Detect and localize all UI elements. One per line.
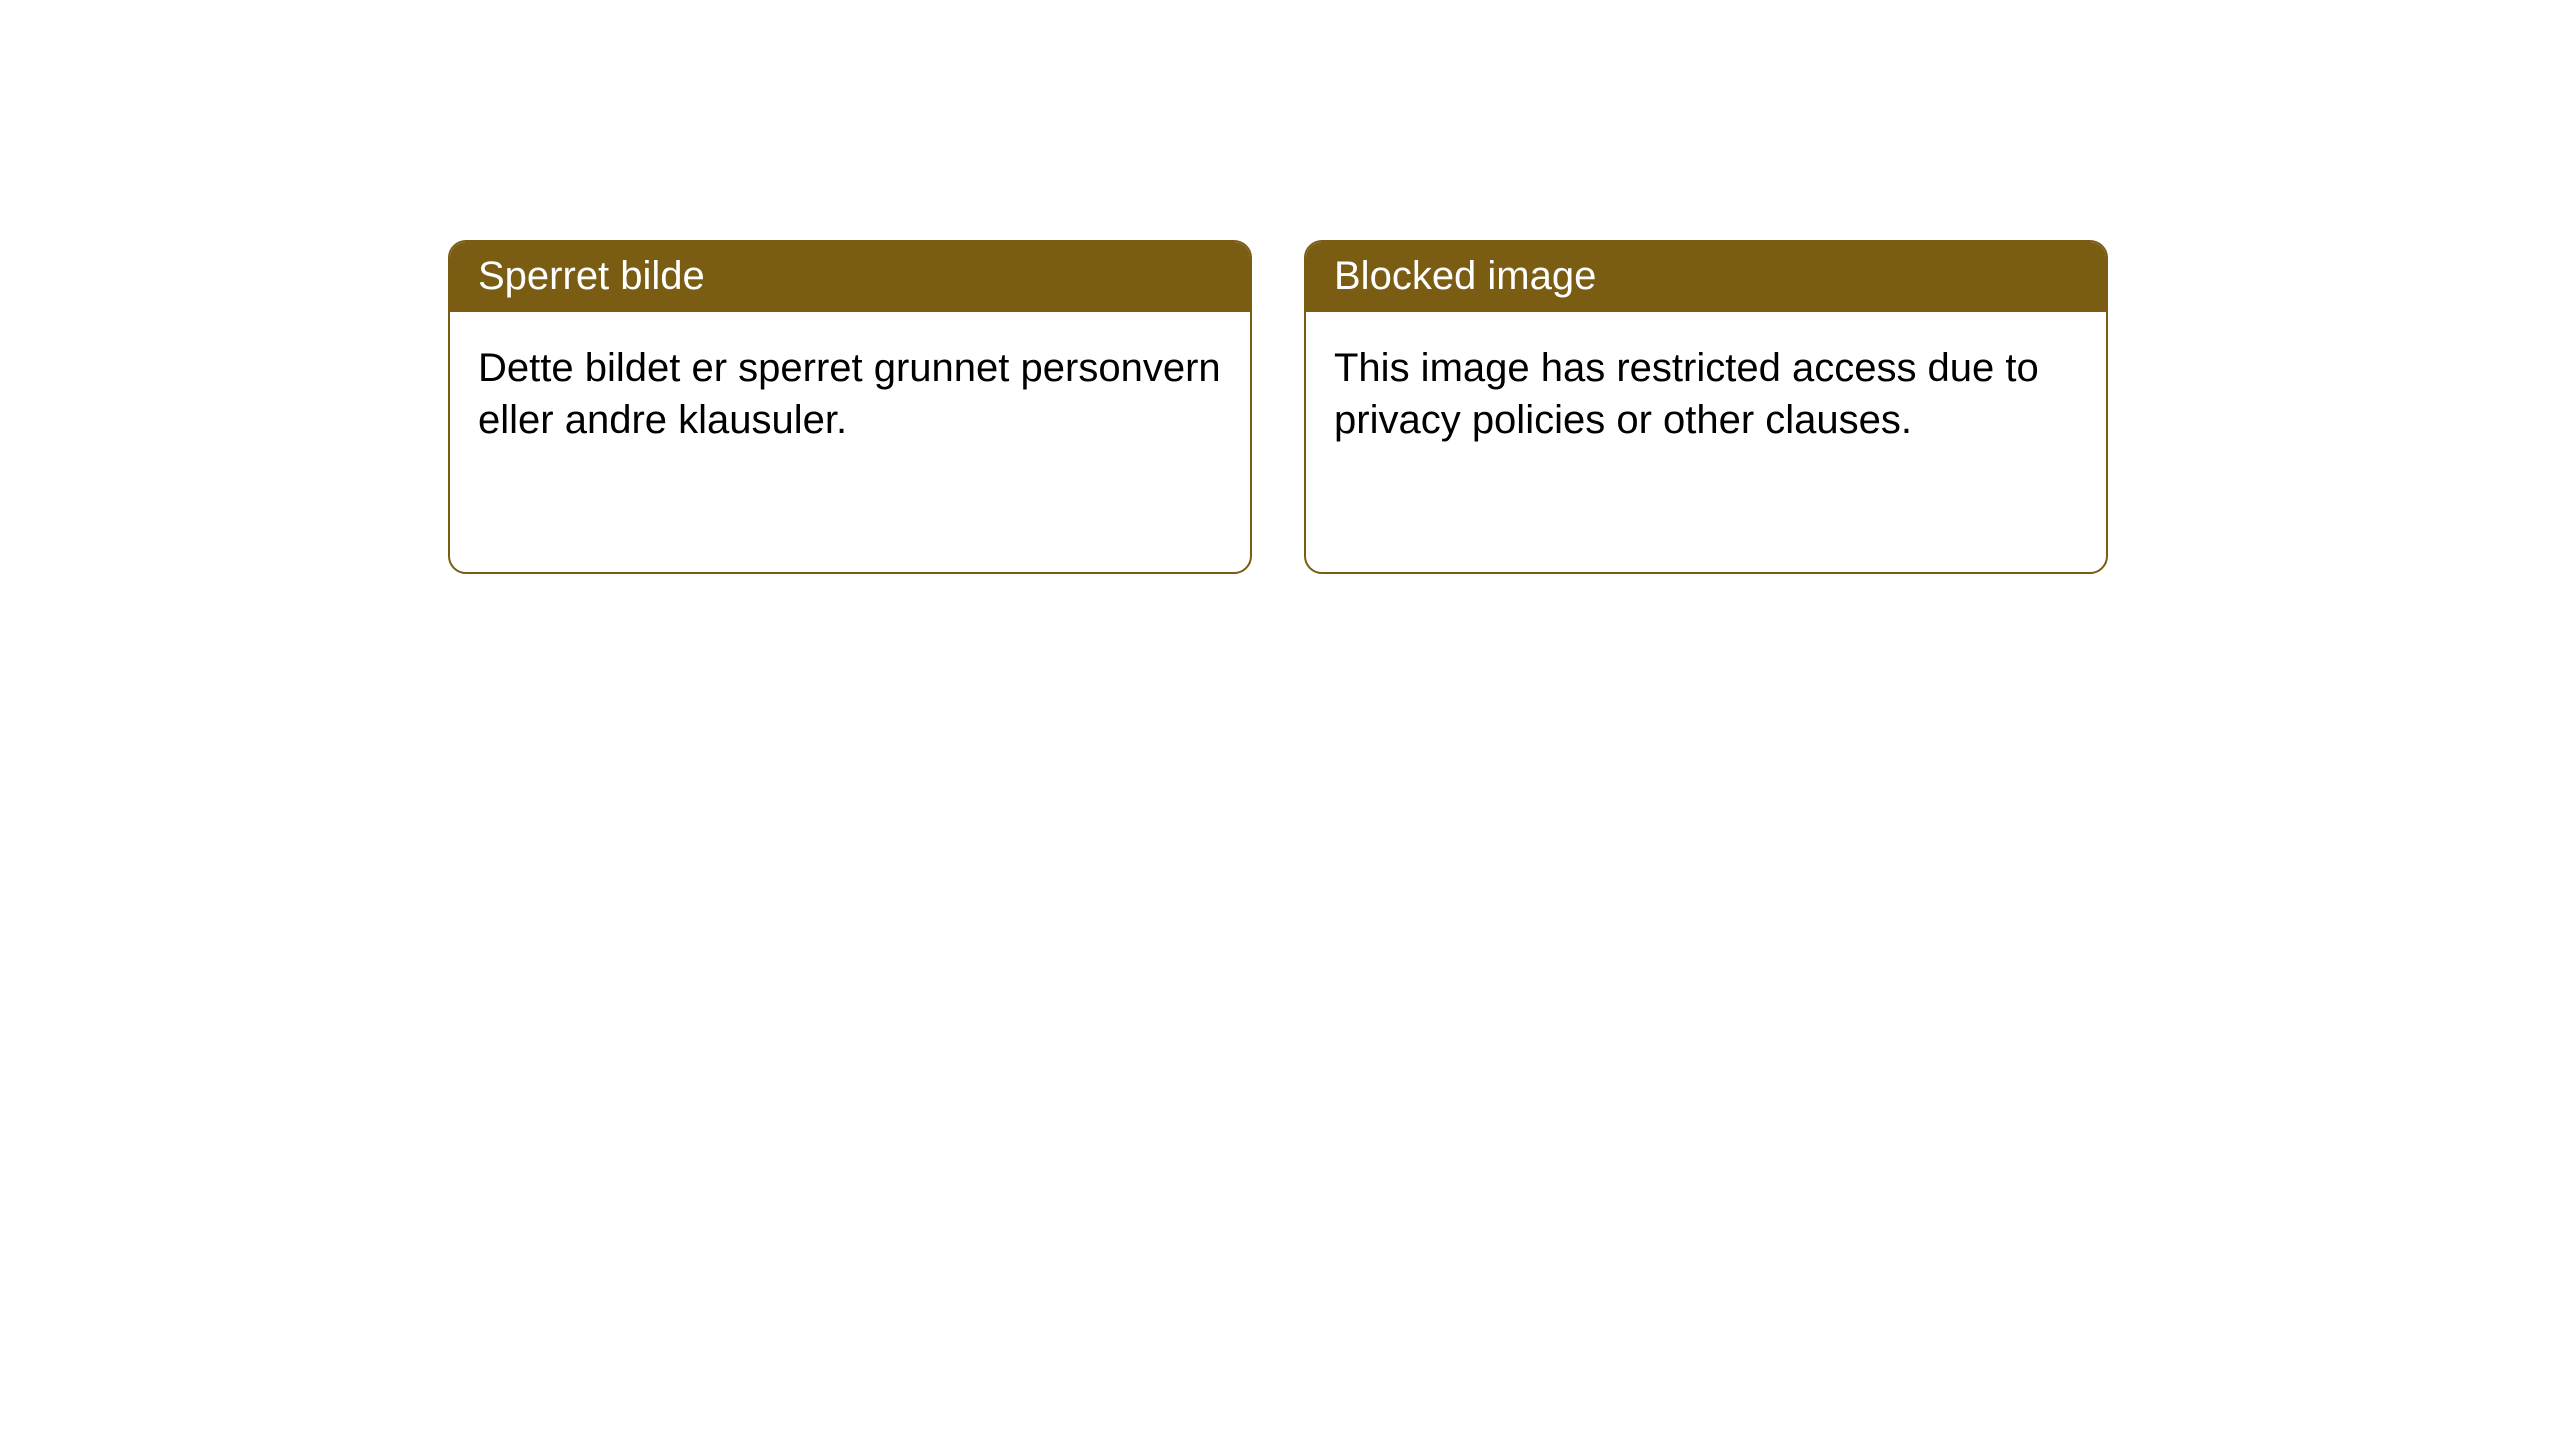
notice-container: Sperret bilde Dette bildet er sperret gr… [0, 0, 2560, 574]
notice-body: This image has restricted access due to … [1306, 312, 2106, 476]
notice-body: Dette bildet er sperret grunnet personve… [450, 312, 1250, 476]
notice-title: Blocked image [1306, 242, 2106, 312]
notice-title: Sperret bilde [450, 242, 1250, 312]
notice-card-english: Blocked image This image has restricted … [1304, 240, 2108, 574]
notice-card-norwegian: Sperret bilde Dette bildet er sperret gr… [448, 240, 1252, 574]
